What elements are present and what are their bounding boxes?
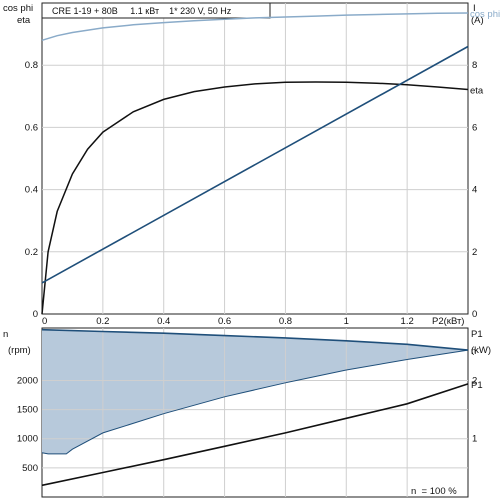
- y-left-tick-1: 0.2: [25, 247, 38, 258]
- y-right-label-unit: (A): [471, 15, 484, 26]
- top-right-tick-labels: 0 2 4 6 8: [472, 60, 477, 320]
- top-series: cos phi eta: [41, 9, 500, 315]
- x-tick-3: 0.6: [218, 316, 231, 327]
- bottom-y-right-tick-1: 2: [472, 375, 477, 386]
- series-cos-phi-line: [41, 12, 469, 42]
- y-left-tick-3: 0.6: [25, 122, 38, 133]
- y-right-tick-2: 4: [472, 185, 477, 196]
- x-tick-labels: 0 0.2 0.4 0.6 0.8 1 1.2: [42, 316, 414, 327]
- bottom-y-left-tick-2: 1500: [17, 405, 38, 416]
- y-left-tick-4: 0.8: [25, 60, 38, 71]
- series-cos-phi-label: cos phi: [470, 9, 500, 20]
- y-right-tick-1: 2: [472, 247, 477, 258]
- series-n-label: n: [471, 346, 476, 357]
- bottom-y-right-tick-0: 1: [472, 434, 477, 445]
- y-left-label-rpm: (rpm): [8, 345, 31, 356]
- speed-range-fill: [42, 329, 468, 454]
- chart-title: CRE 1-19 + 80B 1.1 кВт 1* 230 V, 50 Hz: [52, 6, 232, 16]
- bottom-y-left-tick-1: 1000: [17, 434, 38, 445]
- x-tick-1: 0.2: [96, 316, 109, 327]
- series-p1-line: [41, 383, 469, 487]
- y-right-label-kw: (kW): [471, 345, 491, 356]
- series-boundary-1-line: [41, 349, 469, 455]
- y-right-tick-3: 6: [472, 122, 477, 133]
- y-right-tick-0: 0: [472, 309, 477, 320]
- bottom-right-tick-labels: 12: [472, 375, 477, 444]
- y-right-label-p1: P1: [471, 329, 483, 340]
- y-left-label-n: n: [3, 329, 8, 340]
- y-left-label-eta: eta: [17, 15, 31, 26]
- y-right-tick-4: 8: [472, 60, 477, 71]
- bottom-grid: [42, 328, 468, 497]
- series-i-line: [41, 45, 469, 284]
- bottom-y-left-tick-0: 500: [22, 463, 38, 474]
- top-left-tick-labels: 0 0.2 0.4 0.6 0.8: [25, 60, 38, 320]
- y-left-tick-2: 0.4: [25, 185, 38, 196]
- x-tick-5: 1: [344, 316, 349, 327]
- y-right-label-i: I: [473, 3, 476, 14]
- top-panel: CRE 1-19 + 80B 1.1 кВт 1* 230 V, 50 Hz c…: [3, 2, 500, 327]
- bottom-left-tick-labels: 500 1000 1500 2000: [17, 375, 38, 473]
- top-plot-frame: [41, 2, 469, 315]
- x-tick-4: 0.8: [279, 316, 292, 327]
- x-axis-label: P2(кВт): [432, 316, 464, 327]
- series-eta-label: eta: [470, 85, 484, 96]
- series-eta-line: [41, 81, 469, 315]
- series-p1-label: P1: [471, 380, 483, 391]
- bottom-y-left-tick-3: 2000: [17, 375, 38, 386]
- y-left-label-cos-phi: cos phi: [3, 3, 33, 14]
- speed-range-area: [42, 329, 468, 454]
- title-box: [41, 2, 271, 19]
- x-tick-6: 1.2: [401, 316, 414, 327]
- bottom-series: n P1: [41, 328, 483, 487]
- y-left-tick-0: 0: [33, 309, 38, 320]
- x-tick-2: 0.4: [157, 316, 170, 327]
- speed-footer: n = 100 %: [411, 486, 457, 497]
- x-tick-0: 0: [42, 316, 47, 327]
- top-grid: [42, 3, 468, 314]
- series-n-line: [41, 328, 469, 351]
